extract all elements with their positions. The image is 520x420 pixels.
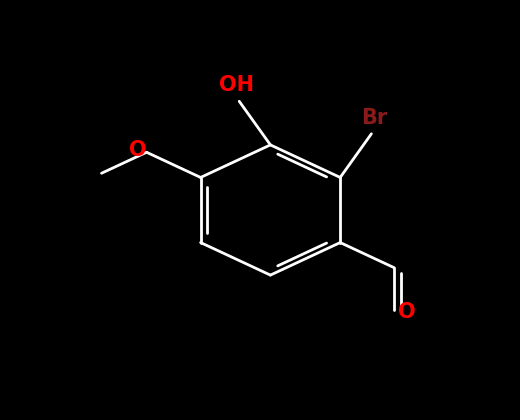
Text: Br: Br [361,108,387,128]
Text: O: O [129,140,147,160]
Text: OH: OH [219,75,254,95]
Text: O: O [398,302,416,322]
